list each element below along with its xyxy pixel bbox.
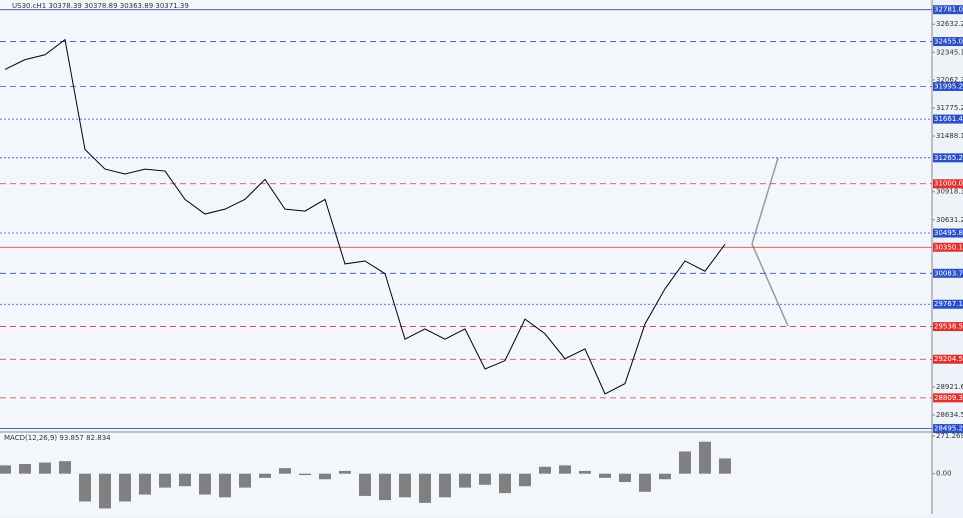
macd-bar — [479, 473, 491, 485]
projection-arrow — [751, 157, 789, 327]
level-tag — [933, 393, 963, 403]
level-label: 30083.78 — [934, 269, 963, 277]
y-tick-label: 0.00 — [936, 470, 952, 478]
level-label: 31661.46 — [934, 115, 963, 123]
level-label: 30495.88 — [934, 229, 963, 237]
y-tick-label: 30918.30 — [936, 188, 963, 196]
chart-title: US30.cH1 30378.39 30378.89 30363.89 3037… — [12, 2, 189, 10]
level-tag — [933, 179, 963, 189]
macd-bar — [79, 473, 91, 502]
y-tick-label: 271.269 — [936, 432, 963, 440]
macd-bar — [699, 441, 711, 474]
macd-bar — [499, 473, 511, 494]
macd-bar — [99, 473, 111, 509]
macd-bar — [259, 473, 271, 478]
level-tag — [933, 37, 963, 47]
y-tick-label: 31488.15 — [936, 132, 963, 140]
macd-bar — [239, 473, 251, 488]
macd-bar — [359, 473, 371, 496]
macd-bar — [619, 473, 631, 483]
macd-bar — [459, 473, 471, 488]
macd-bar — [19, 463, 31, 474]
level-label: 32781.08 — [934, 6, 963, 14]
macd-bar — [219, 473, 231, 498]
macd-bar — [179, 473, 191, 487]
macd-bar — [319, 473, 331, 480]
y-tick-label: 32062.35 — [936, 76, 963, 84]
macd-bar — [139, 473, 151, 495]
macd-bar — [299, 473, 311, 476]
level-label: 32455.00 — [934, 38, 963, 46]
macd-bar — [59, 461, 71, 474]
level-label: 29767.17 — [934, 300, 963, 308]
level-tag — [933, 322, 963, 332]
macd-bar — [159, 473, 171, 488]
level-tag — [933, 5, 963, 15]
macd-bar — [539, 466, 551, 474]
macd-bar — [719, 458, 731, 474]
level-tag — [933, 228, 963, 238]
macd-bar — [419, 473, 431, 503]
y-tick-label: 31775.25 — [936, 104, 963, 112]
plot-area — [0, 0, 932, 514]
macd-bar — [39, 462, 51, 474]
macd-bar — [659, 473, 671, 480]
y-tick-label: 32632.20 — [936, 20, 963, 28]
price-line — [4, 38, 726, 395]
macd-bar — [439, 473, 451, 498]
macd-bar — [599, 473, 611, 478]
level-label: 31995.28 — [934, 82, 963, 90]
macd-bar — [339, 470, 351, 474]
macd-bar — [559, 465, 571, 474]
macd-bar — [119, 473, 131, 502]
macd-bar — [579, 470, 591, 474]
level-tag — [933, 268, 963, 278]
macd-bar — [519, 473, 531, 487]
macd-bar — [379, 473, 391, 501]
level-tag — [933, 114, 963, 124]
level-label: 30350.18 — [934, 243, 963, 251]
y-tick-label: 28634.55 — [936, 411, 963, 419]
level-tag — [933, 354, 963, 364]
y-tick-label: 32345.10 — [936, 48, 963, 56]
level-tag — [933, 153, 963, 163]
level-label: 28495.23 — [934, 425, 963, 433]
y-tick-label: 28921.65 — [936, 383, 963, 391]
level-label: 31265.24 — [934, 154, 963, 162]
level-label: 31000.00 — [934, 180, 963, 188]
level-label: 29204.57 — [934, 355, 963, 363]
y-tick-label: 30631.20 — [936, 216, 963, 224]
macd-bar — [399, 473, 411, 498]
level-tag — [933, 242, 963, 252]
macd-bar — [639, 473, 651, 492]
level-label: 29538.54 — [934, 323, 963, 331]
level-tag — [933, 424, 963, 434]
level-tag — [933, 299, 963, 309]
level-label: 28809.33 — [934, 394, 963, 402]
macd-bar — [0, 465, 11, 474]
level-tag — [933, 81, 963, 91]
macd-title: MACD(12,26,9) 93.857 82.834 — [4, 434, 111, 442]
macd-bar — [199, 473, 211, 495]
macd-bar — [679, 451, 691, 474]
macd-bar — [279, 468, 291, 474]
